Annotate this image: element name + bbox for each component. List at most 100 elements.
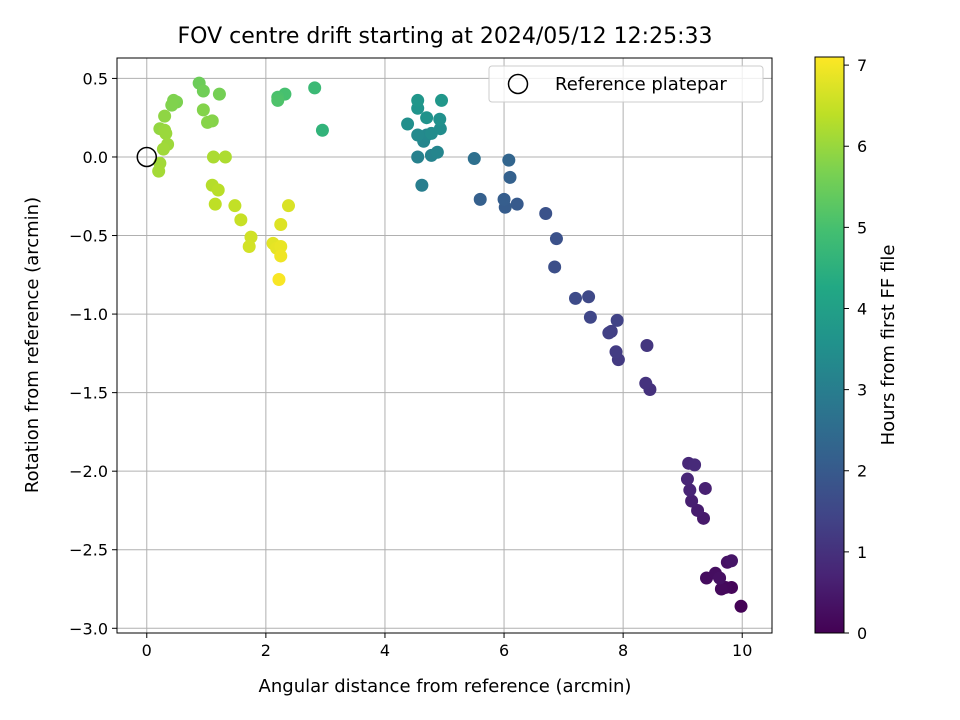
data-point — [602, 326, 616, 340]
x-tick-label: 2 — [261, 641, 271, 660]
x-tick-label: 10 — [732, 641, 752, 660]
data-point — [685, 494, 699, 508]
plot-frame — [116, 57, 773, 634]
data-point — [152, 164, 166, 178]
colorbar-tick-label: 3 — [857, 381, 867, 400]
data-point — [196, 103, 210, 117]
colorbar-tick-label: 7 — [857, 56, 867, 75]
data-point — [430, 145, 444, 159]
colorbar-gradient — [814, 56, 845, 634]
data-point — [228, 199, 242, 213]
legend-label: Reference platepar — [555, 74, 727, 95]
legend-box — [488, 65, 764, 103]
data-point — [473, 192, 487, 206]
data-point — [415, 178, 429, 192]
data-point — [159, 126, 173, 140]
data-point — [583, 310, 597, 324]
data-point — [548, 260, 562, 274]
y-tick-label: −1.0 — [69, 305, 108, 324]
data-point — [734, 599, 748, 613]
data-point — [411, 93, 425, 107]
x-axis-title: Angular distance from reference (arcmin) — [259, 676, 632, 697]
data-points — [152, 76, 748, 613]
grid — [117, 58, 772, 633]
data-point — [411, 150, 425, 164]
data-point — [539, 207, 553, 221]
colorbar-ticks: 0 1 2 3 4 5 6 7 — [844, 56, 867, 643]
x-axis: 0 2 4 6 8 10 — [142, 633, 752, 660]
y-tick-label: −1.5 — [69, 384, 108, 403]
x-tick-label: 0 — [142, 641, 152, 660]
legend-marker-icon — [507, 73, 529, 95]
colorbar-tick-label: 6 — [857, 137, 867, 156]
colorbar-tick-label: 2 — [857, 462, 867, 481]
data-point — [274, 218, 288, 232]
data-point — [691, 503, 705, 517]
data-point — [234, 213, 248, 227]
y-tick-label: 0.5 — [83, 69, 108, 88]
data-point — [435, 93, 449, 107]
y-tick-label: 0.0 — [83, 148, 108, 167]
data-point — [271, 93, 285, 107]
data-point — [196, 84, 210, 98]
data-point — [156, 142, 170, 156]
data-point — [208, 197, 222, 211]
data-point — [212, 87, 226, 101]
y-tick-label: −2.0 — [69, 462, 108, 481]
data-point — [609, 345, 623, 359]
y-axis: 0.5 0.0 −0.5 −1.0 −1.5 −2.0 −2.5 −3.0 — [69, 69, 117, 638]
data-point — [274, 249, 288, 263]
data-point — [272, 273, 286, 287]
data-point — [497, 192, 511, 206]
colorbar-tick-label: 5 — [857, 218, 867, 237]
data-point — [274, 240, 288, 254]
chart-title: FOV centre drift starting at 2024/05/12 … — [178, 24, 713, 49]
data-point — [308, 81, 322, 95]
data-point — [201, 115, 215, 129]
x-tick-label: 6 — [499, 641, 509, 660]
data-point — [206, 150, 220, 164]
data-point — [725, 554, 739, 568]
data-point — [242, 240, 256, 254]
colorbar-tick-label: 0 — [857, 624, 867, 643]
data-point — [401, 117, 415, 131]
data-point — [582, 290, 596, 304]
data-point — [315, 123, 329, 137]
data-point — [698, 481, 712, 495]
data-point — [610, 313, 624, 327]
legend: Reference platepar — [488, 65, 764, 103]
data-point — [281, 199, 295, 213]
data-point — [688, 458, 702, 472]
data-point — [639, 376, 653, 390]
y-tick-label: −3.0 — [69, 619, 108, 638]
data-point — [569, 291, 582, 305]
data-point — [433, 112, 447, 126]
data-point — [218, 150, 232, 164]
data-point — [503, 170, 517, 184]
data-point — [502, 153, 516, 167]
y-tick-label: −0.5 — [69, 227, 108, 246]
x-tick-label: 4 — [380, 641, 390, 660]
colorbar: 0 1 2 3 4 5 6 7 Hours from first FF file — [814, 56, 899, 643]
data-point — [165, 98, 179, 112]
colorbar-tick-label: 4 — [857, 299, 867, 318]
data-point — [411, 128, 425, 142]
y-axis-title: Rotation from reference (arcmin) — [22, 197, 43, 493]
y-tick-label: −2.5 — [69, 541, 108, 560]
data-point — [640, 339, 654, 352]
data-point — [158, 109, 172, 123]
data-point — [433, 122, 447, 136]
data-point — [467, 152, 481, 166]
data-point — [714, 582, 728, 596]
colorbar-label: Hours from first FF file — [878, 245, 899, 446]
colorbar-tick-label: 1 — [857, 543, 867, 562]
plot-area — [117, 58, 772, 633]
x-tick-label: 8 — [618, 641, 628, 660]
data-point — [211, 183, 225, 197]
data-point — [510, 197, 524, 211]
data-point — [420, 111, 434, 125]
data-point — [549, 232, 563, 246]
data-point — [683, 483, 697, 497]
reference-point-marker — [136, 146, 158, 168]
